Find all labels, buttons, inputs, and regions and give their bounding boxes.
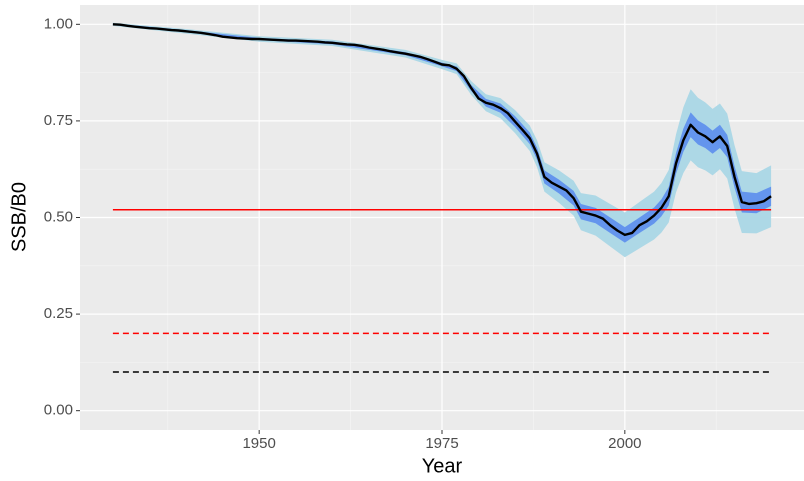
x-tick-label: 1975 bbox=[425, 435, 458, 452]
x-axis-title: Year bbox=[422, 455, 463, 477]
y-tick-label: 0.50 bbox=[44, 208, 73, 225]
x-tick-label: 2000 bbox=[608, 435, 641, 452]
y-tick-label: 0.75 bbox=[44, 112, 73, 129]
y-tick-label: 1.00 bbox=[44, 15, 73, 32]
x-tick-label: 1950 bbox=[242, 435, 275, 452]
median-line bbox=[112, 23, 772, 237]
y-axis-title: SSB/B0 bbox=[8, 182, 30, 252]
y-tick-label: 0.00 bbox=[44, 402, 73, 419]
y-tick-label: 0.25 bbox=[44, 305, 73, 322]
